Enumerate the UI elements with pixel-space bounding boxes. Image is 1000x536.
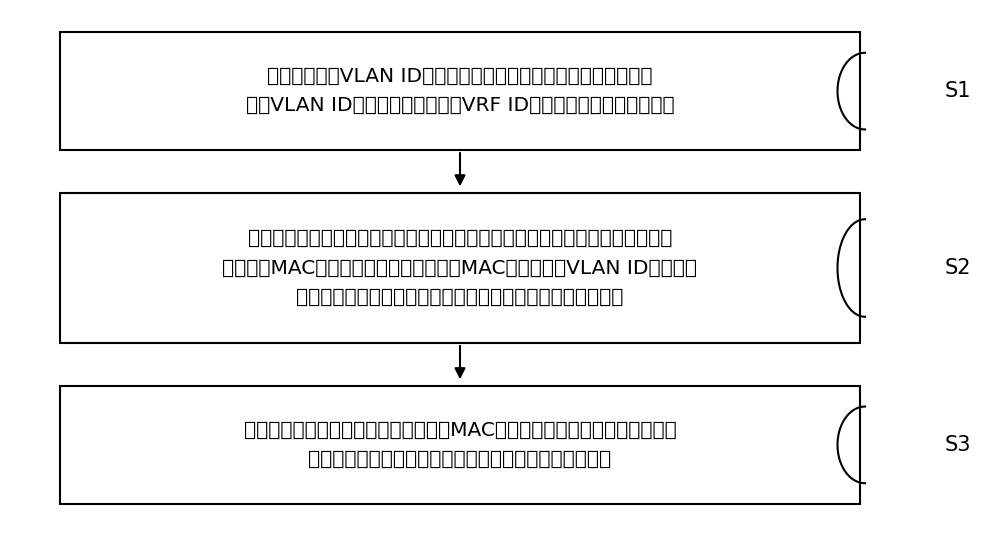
Text: 解析服务器应答的下行协议报文，基于MAC信息存储表、接口信息表和转发域
信息表，从指定出接口将下行协议报文单播发送给客户端: 解析服务器应答的下行协议报文，基于MAC信息存储表、接口信息表和转发域 信息表，… xyxy=(244,421,676,469)
Bar xyxy=(60,32,860,150)
Bar xyxy=(60,386,860,504)
Bar xyxy=(60,193,860,343)
Text: S2: S2 xyxy=(945,258,972,278)
Text: 生成记录接口VLAN ID和接口索引间映射关系的接口信息表、记录
接口VLAN ID和接口虚拟路由转发VRF ID间映射关系的转发域信息表: 生成记录接口VLAN ID和接口索引间映射关系的接口信息表、记录 接口VLAN … xyxy=(246,67,674,115)
Text: 解析客户端的上行请求报文，获取用户属性信息，并将用户属性信息存储或更新
至本地的MAC信息存储表，以建立客户端MAC地址和接口VLAN ID的映射关
系，且在上: 解析客户端的上行请求报文，获取用户属性信息，并将用户属性信息存储或更新 至本地的… xyxy=(222,229,698,307)
Text: S3: S3 xyxy=(945,435,972,455)
Text: S1: S1 xyxy=(945,81,972,101)
